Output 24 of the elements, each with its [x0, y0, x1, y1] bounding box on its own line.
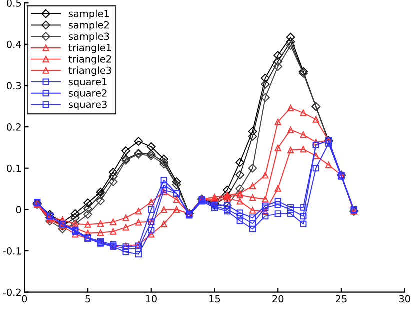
x-tick-label: 15: [210, 295, 220, 303]
x-tick-label: 20: [272, 295, 284, 303]
legend-label: square3: [68, 100, 107, 110]
y-tick-label: 0.1: [7, 164, 21, 172]
y-tick-label: 0.4: [7, 40, 22, 48]
legend-label: sample3: [68, 32, 110, 42]
legend-label: sample1: [68, 10, 110, 20]
legend-label: sample2: [68, 21, 109, 31]
legend-label: triangle2: [68, 55, 112, 65]
y-tick-label: 0.2: [7, 124, 21, 131]
x-tick-label: 5: [86, 295, 90, 303]
x-tick-label: 30: [399, 295, 410, 303]
legend-label: square1: [68, 78, 107, 88]
legend-label: triangle1: [68, 44, 112, 54]
x-tick-label: 10: [146, 295, 157, 303]
legend-label: triangle3: [68, 66, 112, 76]
y-tick-label: -0.2: [3, 288, 21, 296]
x-tick-label: 0: [22, 295, 28, 303]
legend-label: square2: [68, 90, 107, 99]
y-tick-label: -0.1: [3, 248, 21, 255]
y-tick-label: 0.3: [7, 82, 22, 90]
y-tick-label: 0: [16, 206, 22, 214]
y-tick-label: 0.5: [7, 0, 22, 7]
x-tick-label: 25: [336, 295, 347, 303]
